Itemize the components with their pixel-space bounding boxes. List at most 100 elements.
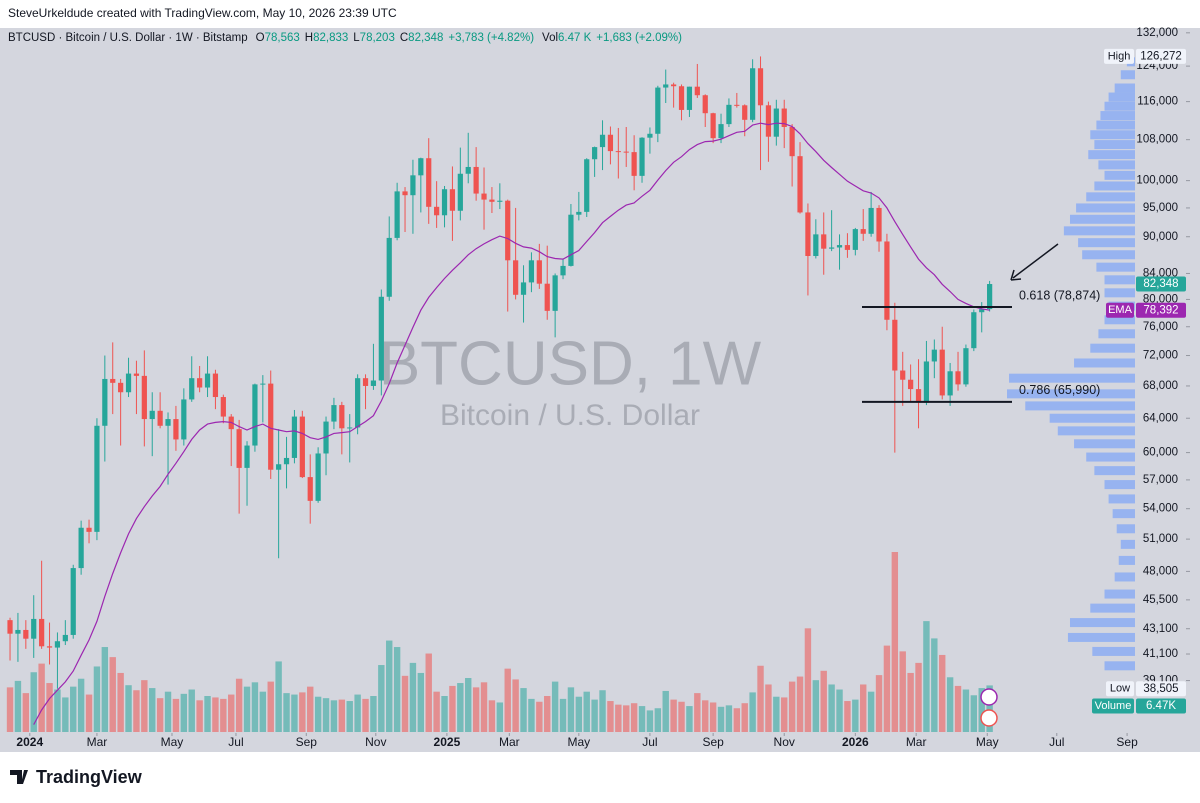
volume-bar (575, 696, 583, 732)
volume-bar (702, 700, 709, 732)
candle-body (939, 349, 945, 396)
volume-bar (615, 704, 622, 732)
badge-value: 38,505 (1143, 683, 1178, 695)
candle-body (805, 212, 811, 256)
volume-bar (528, 698, 535, 732)
candle-body (394, 191, 400, 238)
volume-bar (796, 676, 804, 732)
legend-change: +1,683 (+2.09%) (596, 32, 682, 44)
volume-bar (465, 678, 472, 732)
badge-value: 82,348 (1143, 278, 1178, 290)
volume-bar (354, 694, 361, 732)
candle-body (331, 405, 337, 422)
profile-bar (1104, 170, 1135, 180)
candle-body (971, 312, 977, 349)
logo-icon (10, 770, 28, 784)
candle-body (734, 104, 740, 106)
event-icon[interactable] (980, 709, 998, 727)
volume-bar (386, 640, 393, 732)
volume-bar (717, 706, 725, 732)
profile-bar (1074, 358, 1135, 368)
badge-value-box (1136, 48, 1186, 64)
candle-body (592, 147, 598, 160)
candle-body (141, 375, 147, 420)
volume-bar (125, 685, 132, 732)
candle-body (568, 214, 574, 266)
candle-body (244, 445, 250, 468)
candle-body (607, 134, 614, 152)
profile-bar (1088, 150, 1135, 160)
candle-body (947, 371, 953, 396)
candle-body (544, 283, 550, 311)
candle-body (781, 108, 787, 127)
y-tick-label: 116,000 (1137, 96, 1178, 108)
volume-bar (433, 691, 440, 732)
candle-body (678, 86, 685, 110)
profile-bar (1116, 524, 1135, 534)
volume-bar (441, 696, 448, 732)
y-tick-label: 48,000 (1143, 565, 1178, 577)
candle-body (552, 275, 558, 311)
candle-body (647, 133, 653, 138)
candle-body (118, 382, 124, 393)
volume-bar (6, 687, 14, 732)
x-tick-label: Jul (228, 735, 243, 749)
watermark-symbol: BTCUSD, 1W (379, 329, 762, 398)
candle-body (505, 200, 511, 261)
x-tick-label: Nov (774, 735, 795, 749)
candle-body (46, 646, 53, 648)
candle-body (599, 134, 606, 148)
candle-body (694, 86, 700, 96)
x-tick-label: Jul (1049, 735, 1064, 749)
profile-bar (1104, 101, 1135, 111)
volume-bar (860, 684, 867, 732)
badge-name: Volume (1095, 700, 1132, 712)
candle-body (813, 234, 819, 256)
alert-icon[interactable] (980, 688, 998, 706)
volume-bar (844, 701, 851, 732)
y-tick-label: 54,000 (1143, 503, 1178, 515)
candle-body (481, 193, 487, 200)
profile-bar (1114, 572, 1135, 582)
ema-line (33, 122, 990, 725)
volume-bar (986, 685, 993, 732)
profile-bar (1090, 603, 1135, 613)
volume-bar (330, 700, 338, 732)
arrow-shaft (1012, 243, 1059, 279)
profile-bar (1076, 203, 1135, 213)
volume-bar (670, 699, 677, 732)
author-line: SteveUrkeldude created with TradingView.… (8, 6, 397, 20)
x-tick-label: Sep (296, 735, 318, 749)
candle-body (671, 84, 677, 87)
volume-bar (283, 693, 290, 732)
volume-bar (970, 695, 978, 732)
x-tick-label: Jul (642, 735, 657, 749)
profile-bar (1114, 83, 1135, 93)
y-tick-label: 72,000 (1143, 350, 1178, 362)
volume-bar (954, 685, 962, 732)
volume-bar (773, 696, 780, 732)
legend-key: L (353, 32, 360, 44)
badge-name-box (1106, 302, 1134, 318)
candle-body (615, 151, 621, 153)
volume-bar (536, 701, 543, 732)
legend-key: C (400, 32, 408, 44)
volume-bar (694, 693, 701, 732)
candle-body (434, 206, 440, 216)
volume-bar (204, 696, 211, 732)
badge-value: 126,272 (1140, 50, 1182, 62)
volume-bar (117, 672, 124, 732)
candle-body (520, 282, 527, 295)
chart-icons[interactable] (980, 688, 998, 727)
candle-body (860, 229, 866, 234)
legend-key: Vol (542, 32, 558, 44)
candle-body (513, 260, 519, 295)
volume-bar (733, 708, 741, 732)
volume-bar (480, 682, 488, 732)
volume-bar (164, 691, 172, 732)
candle-body (900, 370, 906, 380)
volume-bar (686, 706, 693, 732)
volume-bar (709, 702, 717, 732)
